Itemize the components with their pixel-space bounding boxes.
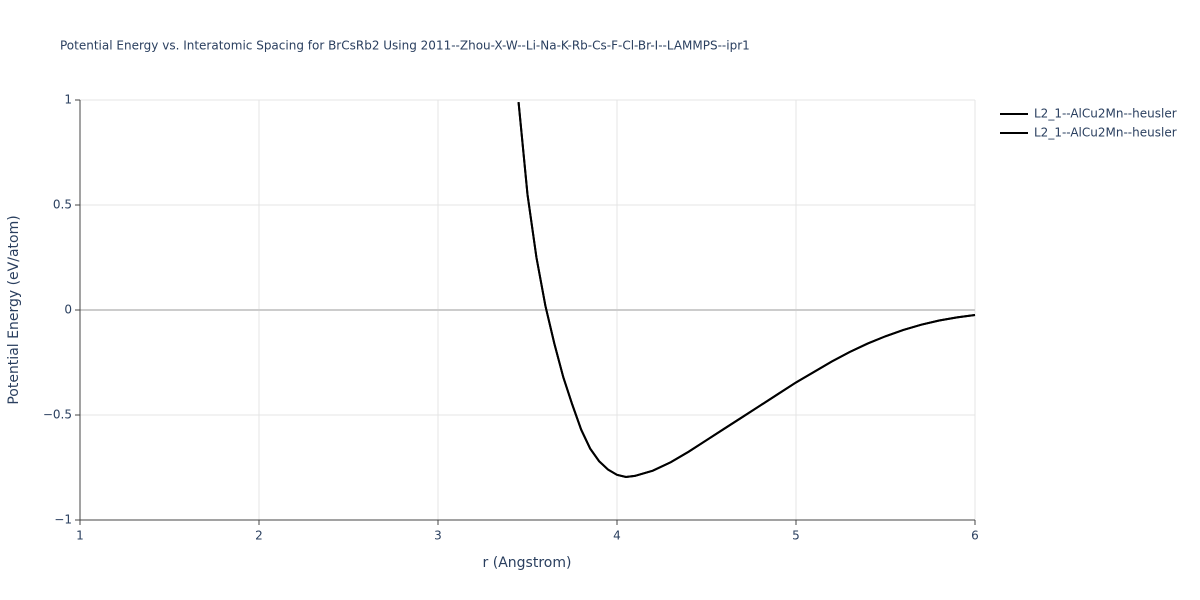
y-tick-label: 1 xyxy=(64,93,72,107)
x-tick-label: 4 xyxy=(613,529,621,543)
x-tick-label: 1 xyxy=(76,529,84,543)
x-tick-label: 2 xyxy=(255,529,263,543)
y-tick-label: −1 xyxy=(54,513,72,527)
legend-label[interactable]: L2_1--AlCu2Mn--heusler xyxy=(1034,107,1177,121)
y-tick-label: 0.5 xyxy=(53,198,72,212)
chart-title: Potential Energy vs. Interatomic Spacing… xyxy=(60,39,750,53)
x-tick-label: 6 xyxy=(971,529,979,543)
series-line xyxy=(517,102,976,478)
y-tick-label: 0 xyxy=(64,303,72,317)
x-axis-label: r (Angstrom) xyxy=(483,555,572,571)
series-line xyxy=(517,102,976,478)
x-tick-label: 3 xyxy=(434,529,442,543)
y-tick-label: −0.5 xyxy=(43,408,72,422)
y-axis-label: Potential Energy (eV/atom) xyxy=(6,215,22,404)
legend-label[interactable]: L2_1--AlCu2Mn--heusler xyxy=(1034,126,1177,140)
x-tick-label: 5 xyxy=(792,529,800,543)
